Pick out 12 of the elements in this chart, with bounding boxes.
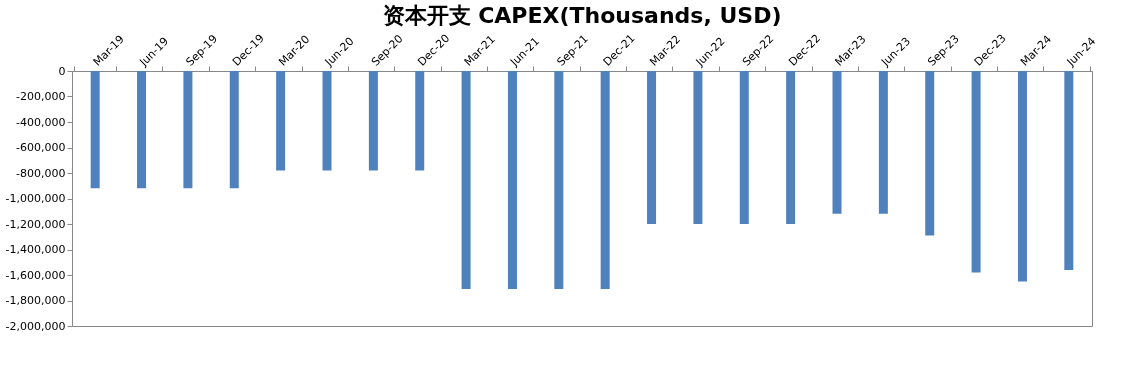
chart-title: 资本开支 CAPEX(Thousands, USD) <box>382 3 782 28</box>
y-tick-label: -600,000 <box>16 141 66 154</box>
y-tick-label: -1,400,000 <box>5 243 66 256</box>
y-tick-label: -2,000,000 <box>5 319 66 333</box>
y-tick-label: -200,000 <box>16 90 66 103</box>
y-tick-label: 0 <box>58 64 66 78</box>
y-tick-label: -1,600,000 <box>5 268 66 282</box>
y-tick-label: -1,200,000 <box>5 217 66 231</box>
y-tick-label: -1,000,000 <box>5 192 66 205</box>
y-tick-label: -400,000 <box>16 115 66 129</box>
y-tick-label: -1,800,000 <box>5 294 66 307</box>
y-tick-label: -800,000 <box>16 166 66 180</box>
